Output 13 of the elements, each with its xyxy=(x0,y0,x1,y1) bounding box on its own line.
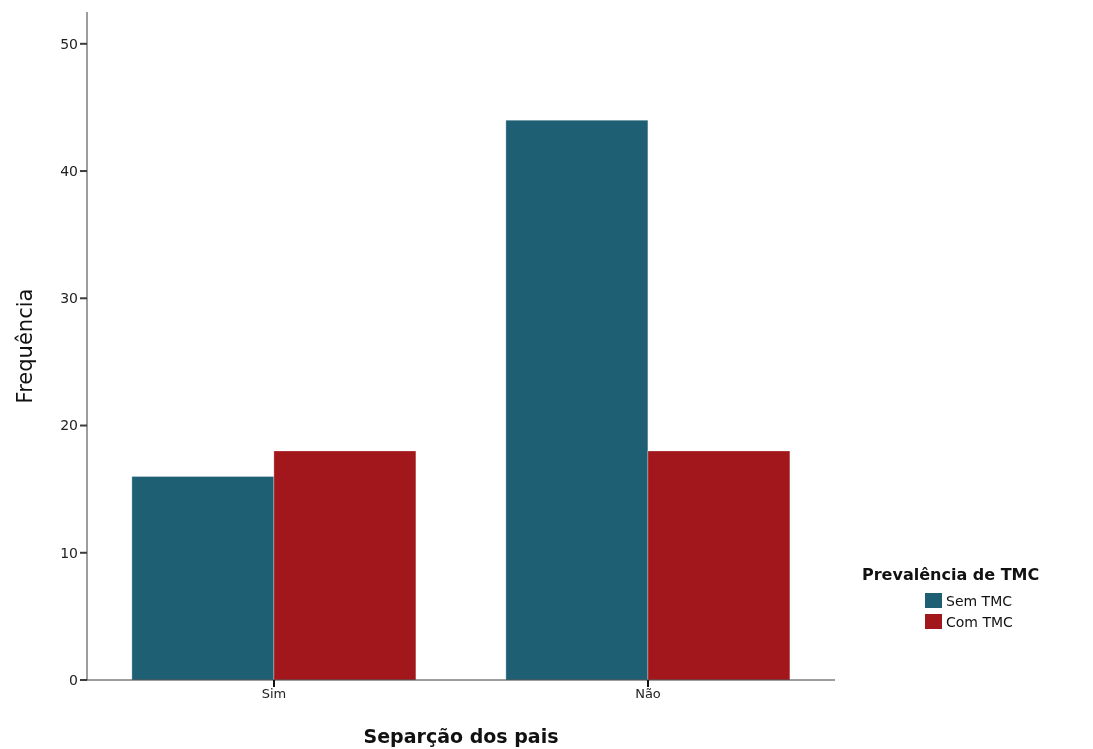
y-tick-label: 30 xyxy=(60,290,78,307)
y-tick-label: 50 xyxy=(60,35,78,52)
x-tick-label: Sim xyxy=(261,686,287,702)
legend-label: Com TMC xyxy=(946,613,1013,630)
y-tick-label: 10 xyxy=(60,544,78,561)
legend-title: Prevalência de TMC xyxy=(862,565,1040,584)
y-axis-title: Frequência xyxy=(13,288,37,404)
x-tick-label: Não xyxy=(635,686,661,702)
legend-label: Sem TMC xyxy=(946,592,1012,609)
y-tick-label: 0 xyxy=(69,671,78,688)
y-tick-label: 20 xyxy=(60,417,78,434)
y-tick-label: 40 xyxy=(60,163,78,180)
x-axis-title: Separção dos pais xyxy=(363,725,559,747)
